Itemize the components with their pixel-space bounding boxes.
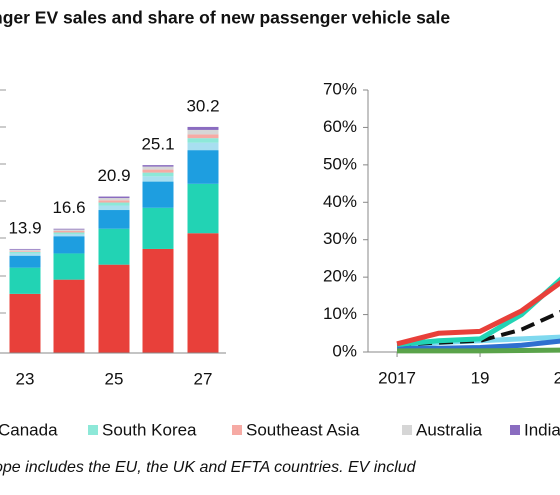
total-label: 13.9 [8,218,41,237]
bar-segment [9,249,41,252]
legend-label: South Korea [102,420,197,439]
legend-label: Southeast Asia [246,420,360,439]
bar-segment [142,181,174,208]
bar-segment [53,230,85,233]
y-tick-label: 40% [323,192,357,211]
total-label: 16.6 [52,198,85,217]
bar-segment [142,248,174,353]
bar-segment [98,205,130,211]
legend-swatch [232,425,242,435]
bar-segment [53,229,85,231]
series-line [396,280,560,347]
bar-segment [53,253,85,280]
y-tick-label: 0% [332,341,357,360]
bar-segment [53,233,85,237]
bar-segment [98,200,130,203]
y-tick-label: 70% [323,79,357,98]
y-tick-label: 30% [323,229,357,248]
bar-segment [98,210,130,229]
bar-segment [142,207,174,249]
bar-segment [9,251,41,254]
bar-segment [9,267,41,294]
bar-segment [98,198,130,201]
legend-label: Australia [416,420,483,439]
series-line [397,347,560,354]
bar-segment [142,166,174,170]
bar-segment [187,150,219,184]
bar-segment [142,172,174,177]
bar-segment [187,142,219,151]
total-label: 25.1 [141,135,174,154]
total-label: 20.9 [97,166,130,185]
x-tick-label: 25 [105,369,124,388]
series-line [397,338,560,351]
bar-segment [142,176,174,182]
legend-swatch [88,425,98,435]
bar-segment [142,165,174,167]
x-tick-label: 2017 [378,368,416,387]
bar-segment [98,196,130,199]
bar-segment [187,126,219,130]
series-line [396,276,560,348]
legend-swatch [510,425,520,435]
bar-segment [9,248,41,250]
bar-segment [53,232,85,234]
bar-segment [9,251,41,252]
x-tick-label: 23 [16,369,35,388]
bar-segment [53,236,85,254]
bar-segment [9,253,41,256]
bar-segment [142,169,174,173]
y-tick-label: 20% [323,267,357,286]
bar-segment [9,255,41,268]
bar-segment [9,293,41,353]
y-tick-label: 10% [323,304,357,323]
x-tick-label: 19 [471,368,490,387]
bar-segment [53,228,85,230]
bar-segment [187,134,219,139]
bar-segment [187,138,219,143]
bar-segment [187,183,219,234]
y-tick-label: 60% [323,117,357,136]
bar-segment [98,202,130,206]
legend-label: Canada [0,420,58,439]
bar-segment [98,264,130,353]
bar-segment [98,228,130,265]
chart-title: nger EV sales and share of new passenger… [0,8,450,28]
footnote: ope includes the EU, the UK and EFTA cou… [0,459,417,476]
bar-segment [53,279,85,353]
left-axis-dashes [0,89,6,314]
bar-segment [187,233,219,353]
y-tick-label: 50% [323,154,357,173]
legend-swatch [402,425,412,435]
legend-label: India [524,420,560,439]
bar-segment [187,129,219,135]
x-tick-label: 27 [194,369,213,388]
x-tick-label: 21 [554,368,560,387]
total-label: 30.2 [186,96,219,115]
